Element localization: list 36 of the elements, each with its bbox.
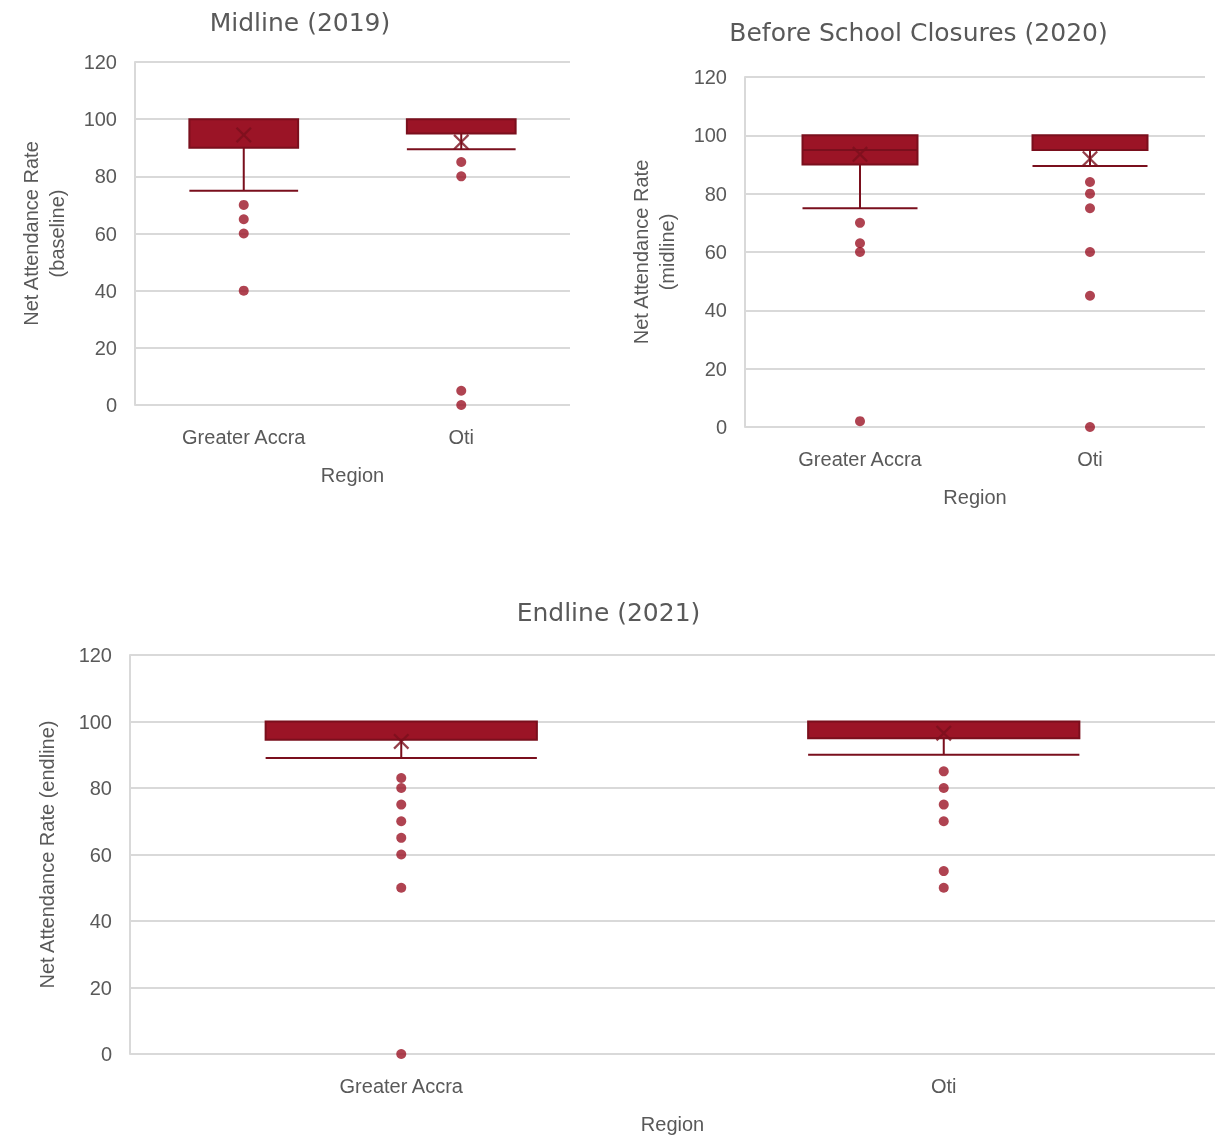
x-tick-label: Greater Accra [798, 448, 923, 470]
y-tick-label: 40 [89, 910, 112, 932]
y-tick-label: 60 [94, 222, 117, 245]
x-tick-label: Greater Accra [182, 426, 307, 448]
chart-title: Midline (2019) [209, 8, 391, 37]
y-tick-label: 60 [704, 241, 727, 263]
chart-title: Endline (2021) [516, 598, 701, 627]
y-tick-label: 80 [89, 777, 112, 799]
y-tick-label: 0 [715, 416, 727, 438]
x-axis-title: Region [320, 464, 385, 486]
chart-title: Before School Closures (2020) [729, 18, 1108, 47]
y-tick-label: 0 [105, 394, 117, 416]
x-tick-label: Greater Accra [339, 1075, 464, 1097]
x-tick-label: Oti [930, 1075, 957, 1097]
y-tick-label: 80 [94, 165, 117, 188]
y-axis-title: Net Attendance Rate (baseline) [20, 141, 68, 326]
x-axis-title: Region [943, 486, 1007, 508]
y-tick-label: 120 [693, 66, 727, 88]
y-tick-label: 120 [78, 644, 112, 666]
y-tick-label: 120 [83, 51, 117, 73]
y-axis-title: Net Attendance Rate (midline) [630, 159, 678, 345]
y-tick-label: 0 [100, 1043, 112, 1065]
y-axis-title: Net Attendance Rate (endline) [36, 720, 58, 989]
x-tick-label: Oti [1077, 448, 1103, 470]
y-tick-label: 20 [94, 336, 117, 359]
y-tick-label: 100 [78, 710, 112, 733]
y-tick-label: 100 [693, 124, 727, 147]
x-tick-label: Oti [448, 426, 475, 448]
y-tick-label: 20 [89, 976, 112, 999]
y-tick-label: 40 [704, 299, 727, 322]
y-tick-label: 60 [89, 843, 112, 866]
x-axis-title: Region [640, 1113, 705, 1135]
y-tick-label: 40 [94, 279, 117, 302]
y-tick-label: 80 [704, 182, 727, 205]
y-tick-label: 100 [83, 108, 117, 131]
y-tick-label: 20 [704, 357, 727, 380]
